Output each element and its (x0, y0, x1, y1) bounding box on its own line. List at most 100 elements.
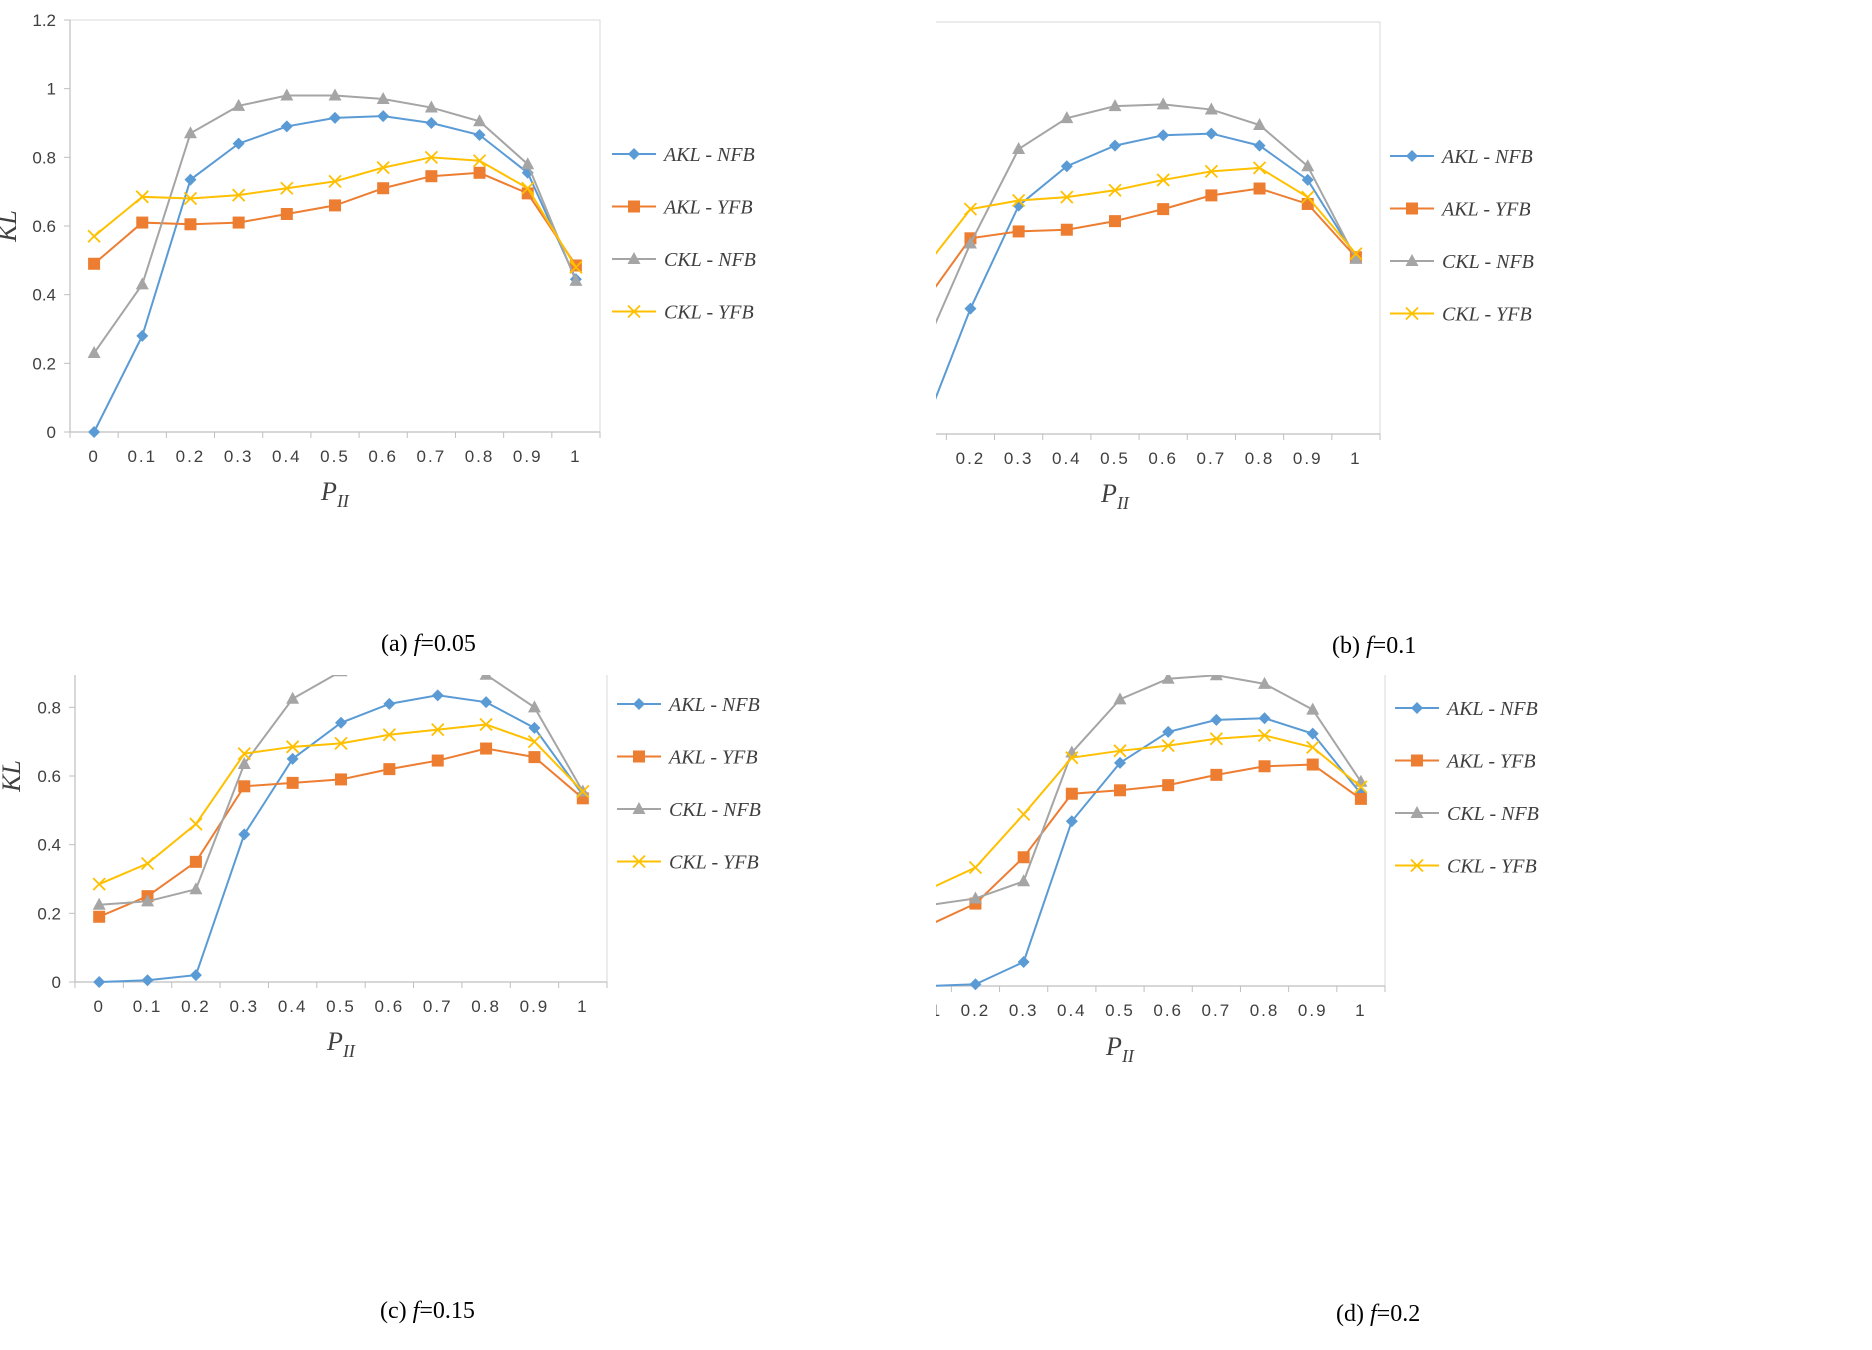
x-tick-label: 0.6 (375, 997, 405, 1016)
chart-b-caption: (b) f=0.1 (1332, 633, 1416, 660)
data-point-ckl-nfb (280, 88, 294, 101)
legend-marker (632, 854, 646, 869)
series-ckl-nfb (936, 97, 1363, 325)
x-axis-label-subscript: II (342, 1041, 356, 1061)
legend-marker (633, 750, 645, 763)
data-point-akl-yfb (232, 216, 245, 229)
x-tick-label: 1 (1350, 449, 1361, 468)
series-line-akl-nfb (936, 717, 1362, 987)
data-point-akl-yfb (431, 754, 444, 767)
data-point-akl-yfb (473, 166, 486, 179)
data-point-ckl-nfb (968, 891, 982, 904)
chart-panel-d: 00.20.40.60.811.200.10.20.30.40.50.60.70… (936, 675, 1872, 1350)
data-point-akl-yfb (480, 742, 493, 755)
x-axis-label: PII (326, 1027, 356, 1061)
series-line-akl-nfb (93, 115, 577, 433)
caption-suffix: =0.15 (419, 1298, 475, 1324)
series-akl-yfb (936, 758, 1367, 923)
y-axis-label: KL (0, 210, 22, 243)
data-point-ckl-nfb (183, 126, 197, 139)
legend-label: CKL - YFB (1447, 856, 1537, 878)
data-point-ckl-nfb (1349, 251, 1363, 264)
plot-area (936, 21, 1381, 435)
caption-suffix: =0.1 (1372, 633, 1417, 659)
x-tick-label: 0.6 (1153, 1001, 1183, 1020)
data-point-ckl-nfb (473, 114, 487, 127)
data-point-ckl-yfb (382, 728, 397, 742)
data-point-akl-nfb (189, 969, 202, 982)
data-point-ckl-yfb (92, 877, 106, 891)
data-point-ckl-yfb (140, 856, 155, 871)
series-line-ckl-yfb (936, 734, 1362, 887)
data-point-ckl-yfb (376, 160, 390, 175)
x-tick-label: 0.3 (229, 997, 259, 1016)
chart-b-svg: 00.20.40.60.811.200.10.20.30.40.50.60.70… (936, 21, 1534, 513)
data-point-akl-yfb (528, 751, 541, 764)
x-tick-label: 0.5 (320, 447, 350, 466)
data-point-ckl-nfb (141, 894, 155, 907)
data-point-akl-nfb (136, 329, 149, 342)
data-point-akl-nfb (1258, 712, 1271, 725)
data-point-ckl-yfb (231, 188, 246, 202)
x-tick-label: 0.1 (936, 1001, 942, 1020)
data-point-akl-nfb (184, 173, 197, 186)
series-ckl-yfb (936, 728, 1368, 887)
data-point-akl-yfb (335, 773, 347, 786)
y-tick-label: 0 (52, 973, 61, 992)
series-line-ckl-nfb (936, 675, 1362, 906)
data-point-akl-nfb (232, 137, 245, 150)
legend-entry-akl-nfb: AKL - NFB (612, 144, 755, 166)
x-tick-label: 1 (1355, 1001, 1366, 1020)
caption-prefix: (a) (381, 631, 414, 657)
data-point-akl-yfb (1157, 203, 1170, 216)
y-tick-label: 0.2 (37, 904, 61, 923)
data-point-ckl-yfb (183, 191, 198, 206)
chart-panel-b: 00.20.40.60.811.200.10.20.30.40.50.60.70… (936, 0, 1872, 675)
data-point-ckl-yfb (87, 229, 101, 243)
series-akl-yfb (93, 742, 589, 923)
legend-label: AKL - NFB (662, 144, 755, 166)
x-axis-label: PII (320, 477, 350, 511)
legend-label: AKL - NFB (1440, 146, 1533, 168)
y-tick-label: 0.2 (32, 354, 56, 373)
x-tick-label: 0.7 (417, 447, 447, 466)
series-line-ckl-nfb (99, 675, 584, 906)
data-point-akl-yfb (425, 170, 438, 183)
x-tick-label: 0.9 (520, 997, 550, 1016)
data-point-ckl-yfb (472, 154, 487, 168)
legend-entry-ckl-yfb: CKL - YFB (1395, 856, 1537, 878)
caption-variable: f (412, 1298, 420, 1324)
legend-entry-akl-yfb: AKL - YFB (612, 197, 753, 219)
data-point-akl-nfb (1065, 815, 1078, 828)
data-point-ckl-yfb (479, 717, 493, 732)
data-point-akl-yfb (93, 910, 106, 923)
caption-suffix: =0.2 (1376, 1301, 1421, 1327)
legend-entry-akl-nfb: AKL - NFB (1395, 698, 1538, 720)
data-point-ckl-nfb (376, 91, 390, 104)
series-ckl-yfb (92, 717, 590, 891)
series-line-ckl-nfb (936, 103, 1357, 325)
data-point-akl-yfb (1109, 215, 1121, 228)
legend-marker (1405, 306, 1419, 321)
data-point-akl-yfb (1012, 225, 1025, 238)
data-point-ckl-nfb (479, 675, 493, 680)
data-point-ckl-nfb (232, 98, 246, 111)
y-tick-label: 0 (47, 423, 56, 442)
data-point-ckl-nfb (527, 700, 541, 713)
chart-d-caption: (d) f=0.2 (1336, 1301, 1420, 1328)
data-point-ckl-yfb (285, 740, 300, 754)
legend-entry-akl-yfb: AKL - YFB (1390, 199, 1531, 221)
data-point-ckl-nfb (1306, 702, 1320, 715)
plot-area (936, 675, 1386, 987)
caption-prefix: (b) (1332, 633, 1366, 659)
legend-label: AKL - NFB (667, 694, 760, 716)
x-tick-label: 0.6 (1148, 449, 1178, 468)
x-tick-label: 0.5 (326, 997, 356, 1016)
data-point-ckl-yfb (1108, 183, 1122, 197)
data-point-akl-yfb (1162, 779, 1175, 792)
x-tick-label: 1 (570, 447, 581, 466)
series-ckl-yfb (936, 161, 1363, 261)
legend-label: AKL - YFB (1445, 751, 1536, 773)
data-point-ckl-nfb (328, 88, 342, 101)
data-point-akl-yfb (1065, 787, 1078, 800)
